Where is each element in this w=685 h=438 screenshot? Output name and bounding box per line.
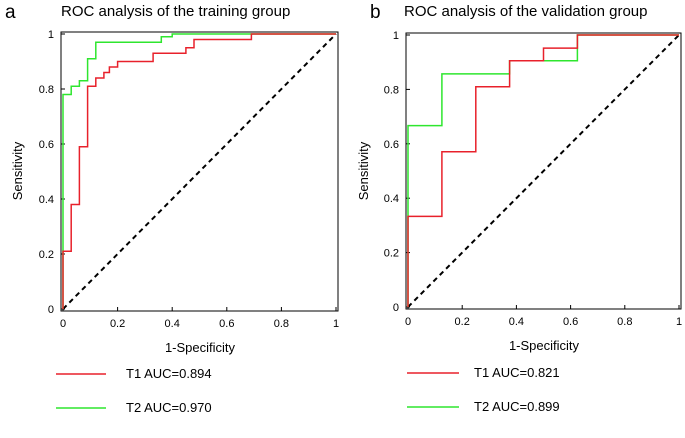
panel-b-title: ROC analysis of the validation group (404, 3, 647, 20)
panel-b-legend: T1 AUC=0.821 T2 AUC=0.899 (407, 365, 560, 414)
panel-b-x-axis-title: 1-Specificity (509, 338, 580, 353)
panel-a-x-tick-label: 1 (333, 318, 339, 330)
panel-b-x-tick-label: 0.2 (455, 316, 470, 328)
panel-a-x-tick-label: 0.6 (219, 318, 234, 330)
panel-a-title: ROC analysis of the training group (61, 3, 290, 20)
panel-b-reference-line (407, 34, 680, 308)
panel-a-roc-curve-t1 (62, 33, 336, 309)
panel-b-ticks: 0 0.2 0.4 0.6 0.8 1 0 0.2 0.4 0.6 0.8 1 (384, 30, 682, 328)
panel-a-y-tick-label: 0.6 (39, 139, 54, 151)
panel-b-y-axis-title: Sensitivity (356, 141, 371, 200)
panel-b-legend-t2-label: T2 AUC=0.899 (474, 399, 560, 414)
panel-a-y-tick-label: 0.2 (39, 249, 54, 261)
panel-b-legend-t1-label: T1 AUC=0.821 (474, 365, 560, 380)
panel-a-y-tick-label: 1 (48, 29, 54, 41)
panel-a-roc-curve-t2 (62, 33, 336, 309)
panel-a: a ROC analysis of the training group 0 0.… (5, 2, 339, 415)
panel-b-series (407, 34, 679, 307)
panel-b-x-tick-label: 0.6 (563, 316, 578, 328)
panel-a-reference-line (62, 33, 337, 310)
panel-b-x-tick-label: 1 (676, 316, 682, 328)
panel-a-ticks: 0 0.2 0.4 0.6 0.8 1 0 0.2 0.4 0.6 0.8 1 (39, 29, 339, 330)
panel-b-x-tick-label: 0 (405, 316, 411, 328)
panel-b: b ROC analysis of the validation group 0… (356, 2, 682, 414)
panel-a-legend: T1 AUC=0.894 T2 AUC=0.970 (56, 366, 212, 415)
panel-a-letter: a (5, 2, 16, 23)
panel-b-y-tick-label: 0 (393, 302, 399, 314)
panel-a-plot-frame (60, 31, 339, 312)
panel-b-y-tick-label: 0.8 (384, 84, 399, 96)
panel-a-x-tick-label: 0.4 (165, 318, 180, 330)
panel-b-letter: b (370, 2, 381, 23)
panel-a-x-tick-label: 0 (60, 318, 66, 330)
panel-b-x-tick-label: 0.4 (509, 316, 524, 328)
panel-a-x-tick-label: 0.2 (110, 318, 125, 330)
panel-b-plot-frame (405, 32, 682, 310)
panel-a-x-axis-title: 1-Specificity (165, 340, 236, 355)
panel-a-series (62, 33, 336, 309)
panel-b-roc-curve-t1 (407, 34, 679, 307)
panel-b-y-tick-label: 0.2 (384, 248, 399, 260)
panel-b-y-tick-label: 1 (393, 30, 399, 42)
panel-a-y-tick-label: 0.4 (39, 194, 54, 206)
panel-a-y-tick-label: 0 (48, 304, 54, 316)
panel-b-y-tick-label: 0.4 (384, 193, 399, 205)
panel-a-y-tick-label: 0.8 (39, 84, 54, 96)
panel-a-legend-t1-label: T1 AUC=0.894 (126, 366, 212, 381)
panel-a-y-axis-title: Sensitivity (10, 141, 25, 200)
panel-a-x-tick-label: 0.8 (274, 318, 289, 330)
panel-b-y-tick-label: 0.6 (384, 139, 399, 151)
panel-a-legend-t2-label: T2 AUC=0.970 (126, 400, 212, 415)
panel-b-x-tick-label: 0.8 (617, 316, 632, 328)
